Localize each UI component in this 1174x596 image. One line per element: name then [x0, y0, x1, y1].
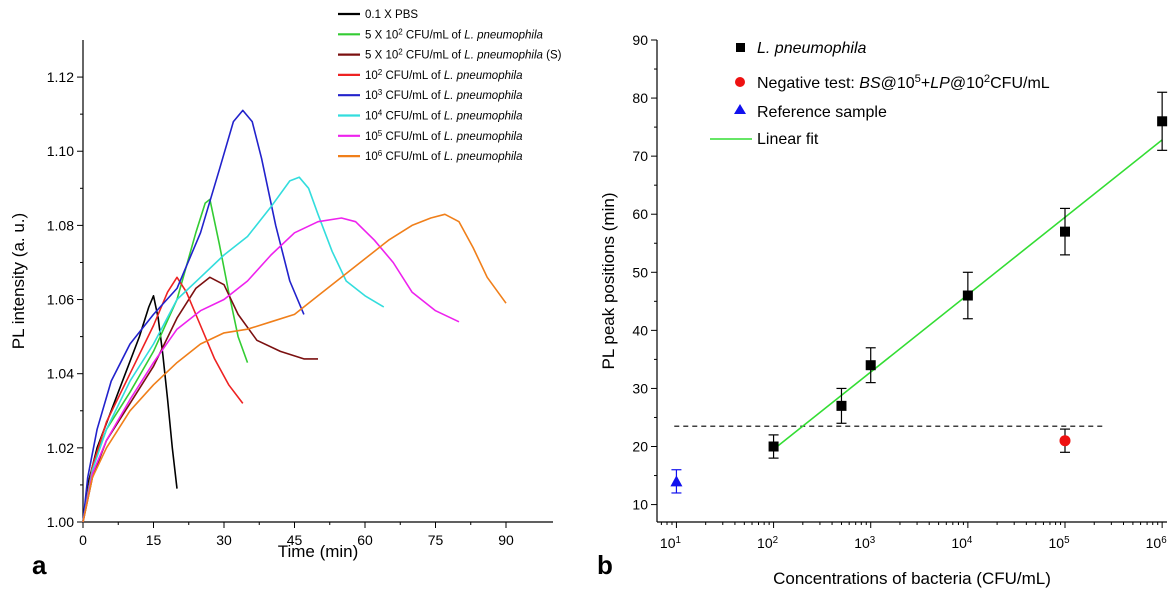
panel-b-legend-fit-label: Linear fit [757, 131, 819, 148]
panel-a-legend-label-4: 102 CFU/mL of L. pneumophila [365, 67, 523, 82]
panel-a-x-tick-label: 15 [146, 532, 162, 548]
panel-b-legend-negative-label: Negative test: BS@105+LP@102CFU/mL [757, 73, 1050, 92]
panel-b-y-tick-label: 30 [632, 380, 648, 396]
panel-b-lp-point [768, 441, 779, 452]
panel-b-x-tick-label: 101 [660, 535, 681, 552]
panel-a-y-tick-label: 1.02 [47, 440, 74, 456]
panel-b: 101 102 103 104 105 106 10 20 30 40 50 60 70 80 90 Conc… [599, 32, 1167, 588]
panel-a-x-tick-label: 0 [79, 532, 87, 548]
panel-a-x-axis-title: Time (min) [278, 542, 359, 561]
panel-a-x-tick-label: 60 [357, 532, 373, 548]
panel-b-x-tick-label: 104 [951, 535, 973, 552]
panel-a: 0 15 30 45 60 75 90 1.00 1.02 1.04 1.06 1.08 1.10 1.1… [9, 9, 562, 561]
panel-a-series-line-1 [82, 294, 178, 523]
panel-a-y-tick-label: 1.04 [47, 366, 74, 382]
panel-b-legend-negative-swatch [735, 77, 745, 87]
panel-a-y-tick-label: 1.00 [47, 514, 74, 530]
panel-a-letter: a [32, 550, 47, 580]
panel-b-lp-point [1060, 226, 1070, 237]
panel-a-legend-label-1: 0.1 X PBS [365, 9, 418, 21]
panel-b-reference-point [670, 475, 683, 487]
panel-a-x-tick-label: 90 [498, 532, 514, 548]
panel-b-negative-point [1059, 435, 1071, 447]
panel-b-x-tick-label: 102 [757, 535, 778, 552]
panel-b-y-tick-label: 50 [632, 264, 648, 280]
panel-a-y-axis-title: PL intensity (a. u.) [9, 213, 28, 349]
panel-b-lp-point [1157, 116, 1168, 127]
panel-b-legend-lp-swatch [736, 43, 745, 52]
panel-b-x-tick-label: 105 [1048, 535, 1070, 552]
panel-b-legend-lp-label: L. pneumophila [757, 40, 867, 57]
panel-a-legend-label-7: 105 CFU/mL of L. pneumophila [365, 128, 523, 143]
panel-b-y-tick-label: 20 [632, 439, 648, 455]
panel-b-legend-reference-swatch [734, 104, 746, 114]
panel-a-x-tick-label: 30 [216, 532, 232, 548]
panel-a-y-tick-label: 1.06 [47, 292, 74, 308]
panel-b-x-tick-label: 106 [1146, 535, 1168, 552]
panel-a-legend-label-3: 5 X 102 CFU/mL of L. pneumophila (S) [365, 47, 562, 62]
panel-b-y-tick-label: 90 [632, 32, 648, 48]
panel-b-y-tick-label: 10 [632, 497, 648, 513]
panel-a-y-tick-label: 1.12 [47, 69, 74, 85]
panel-a-x-tick-label: 75 [428, 532, 444, 548]
panel-a-legend-label-8: 106 CFU/mL of L. pneumophila [365, 149, 523, 164]
panel-a-legend-label-6: 104 CFU/mL of L. pneumophila [365, 108, 523, 123]
panel-a-series-line-5 [82, 109, 305, 523]
panel-b-x-tick-label: 103 [854, 535, 876, 552]
panel-a-series-line-6 [82, 176, 385, 523]
panel-b-y-tick-label: 40 [632, 322, 648, 338]
panel-a-y-tick-label: 1.08 [47, 217, 74, 233]
panel-b-y-axis-title: PL peak positions (min) [599, 192, 618, 369]
panel-a-series-line-3 [82, 276, 318, 523]
panel-b-lp-point [962, 290, 973, 301]
panel-a-legend-label-5: 103 CFU/mL of L. pneumophila [365, 88, 523, 103]
panel-b-lp-point [865, 360, 876, 371]
panel-b-y-tick-label: 80 [632, 90, 648, 106]
panel-b-legend-reference-label: Reference sample [757, 104, 887, 121]
panel-a-y-tick-label: 1.10 [47, 143, 74, 159]
panel-a-series-line-4 [82, 276, 244, 523]
panel-a-series-line-8 [82, 213, 507, 523]
panel-a-series-line-2 [82, 198, 249, 523]
panel-b-lp-point [836, 400, 847, 411]
panel-a-x-tick-label: 45 [287, 532, 303, 548]
panel-b-y-tick-label: 60 [632, 206, 648, 222]
panel-b-y-tick-label: 70 [632, 148, 648, 164]
panel-a-legend-label-2: 5 X 102 CFU/mL of L. pneumophila [365, 27, 543, 42]
panel-a-series-line-7 [82, 217, 460, 523]
panel-b-x-axis-title: Concentrations of bacteria (CFU/mL) [773, 569, 1051, 588]
panel-b-letter: b [597, 550, 613, 580]
